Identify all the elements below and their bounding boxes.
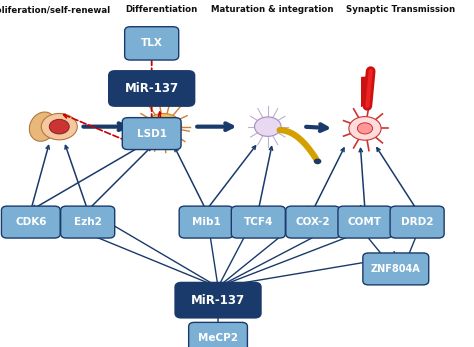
Circle shape — [349, 117, 381, 140]
Text: TLX: TLX — [141, 39, 163, 48]
Circle shape — [357, 123, 373, 134]
FancyBboxPatch shape — [61, 206, 115, 238]
Text: Ezh2: Ezh2 — [74, 217, 101, 227]
FancyBboxPatch shape — [363, 253, 428, 285]
Ellipse shape — [29, 112, 56, 141]
Circle shape — [146, 113, 182, 140]
Text: Maturation & integration: Maturation & integration — [211, 5, 334, 14]
Text: MeCP2: MeCP2 — [198, 333, 238, 343]
Text: Synaptic Transmission: Synaptic Transmission — [346, 5, 455, 14]
FancyBboxPatch shape — [122, 118, 181, 150]
Text: MiR-137: MiR-137 — [125, 82, 179, 95]
Text: TCF4: TCF4 — [244, 217, 273, 227]
Text: Proliferation/self-renewal: Proliferation/self-renewal — [0, 5, 110, 14]
Text: Differentiation: Differentiation — [125, 5, 197, 14]
FancyBboxPatch shape — [1, 206, 60, 238]
Text: COX-2: COX-2 — [295, 217, 330, 227]
FancyBboxPatch shape — [338, 206, 392, 238]
Text: Mib1: Mib1 — [192, 217, 220, 227]
FancyBboxPatch shape — [175, 283, 261, 317]
Circle shape — [255, 117, 281, 136]
Circle shape — [314, 159, 321, 164]
Text: MiR-137: MiR-137 — [191, 294, 245, 307]
FancyBboxPatch shape — [125, 27, 179, 60]
Circle shape — [156, 121, 171, 132]
FancyBboxPatch shape — [286, 206, 340, 238]
FancyBboxPatch shape — [179, 206, 233, 238]
FancyBboxPatch shape — [109, 71, 194, 105]
Text: COMT: COMT — [348, 217, 382, 227]
Text: ZNF804A: ZNF804A — [371, 264, 420, 274]
FancyBboxPatch shape — [189, 322, 247, 347]
Circle shape — [41, 113, 77, 140]
FancyBboxPatch shape — [390, 206, 444, 238]
FancyBboxPatch shape — [231, 206, 285, 238]
Text: LSD1: LSD1 — [137, 129, 167, 138]
Text: CDK6: CDK6 — [15, 217, 46, 227]
Circle shape — [49, 119, 69, 134]
Text: DRD2: DRD2 — [401, 217, 433, 227]
